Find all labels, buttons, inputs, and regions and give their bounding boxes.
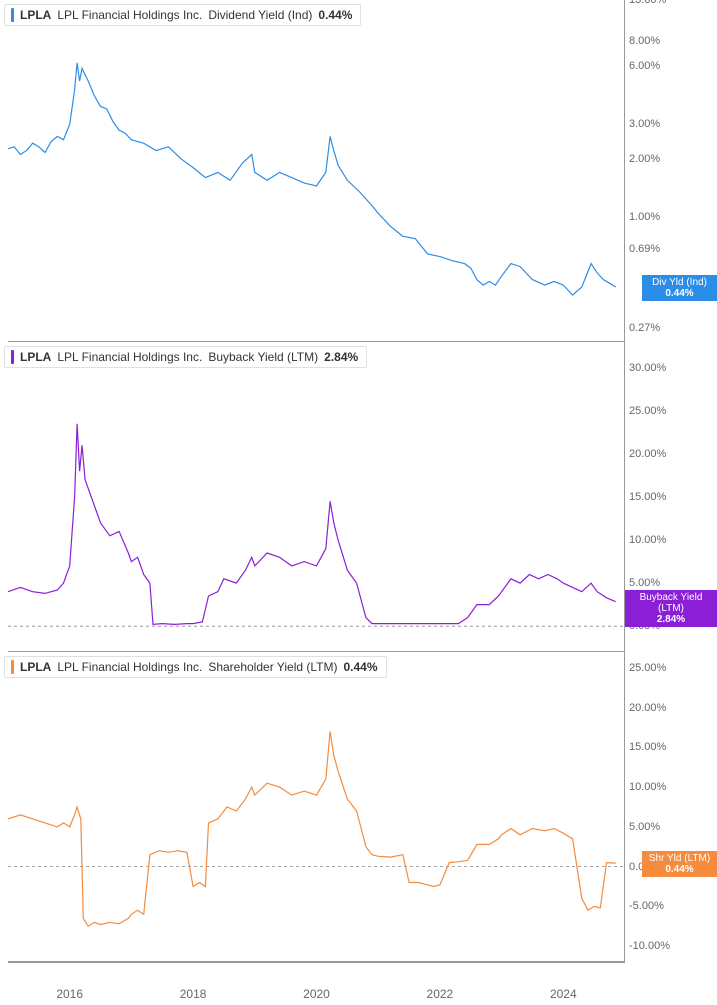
- x-axis: 2016 2018 2020 2022 2024: [0, 962, 717, 1005]
- value-tag-title: Buyback Yield (LTM): [629, 592, 713, 614]
- series-line-2: [8, 732, 616, 927]
- ytick-label: 2.00%: [629, 153, 660, 165]
- chart-plot-1[interactable]: [8, 342, 625, 652]
- ytick-label: 10.00%: [629, 781, 666, 793]
- ytick-label: -10.00%: [629, 940, 670, 952]
- header-value: 0.44%: [318, 8, 352, 22]
- ytick-label: 8.00%: [629, 35, 660, 47]
- xtick-label: 2020: [303, 987, 330, 1001]
- header-company: LPL Financial Holdings Inc.: [57, 660, 202, 674]
- ytick-label: 5.00%: [629, 821, 660, 833]
- header-ticker: LPLA: [20, 660, 51, 674]
- header-company: LPL Financial Holdings Inc.: [57, 350, 202, 364]
- series-color-swatch: [11, 8, 14, 22]
- value-tag-1: Buyback Yield (LTM)2.84%: [625, 590, 717, 627]
- ytick-label: 6.00%: [629, 60, 660, 72]
- xtick-label: 2018: [180, 987, 207, 1001]
- ytick-label: 25.00%: [629, 405, 666, 417]
- ytick-label: 10.00%: [629, 534, 666, 546]
- header-ticker: LPLA: [20, 350, 51, 364]
- chart-panel-1: 30.00%25.00%20.00%15.00%10.00%5.00%0.00%…: [0, 342, 717, 652]
- series-line-0: [8, 63, 616, 295]
- ytick-label: 15.00%: [629, 491, 666, 503]
- ytick-label: 20.00%: [629, 702, 666, 714]
- xtick-label: 2016: [56, 987, 83, 1001]
- header-value: 0.44%: [343, 660, 377, 674]
- chart-panel-2: 25.00%20.00%15.00%10.00%5.00%0.00%-5.00%…: [0, 652, 717, 962]
- ytick-label: -5.00%: [629, 900, 664, 912]
- chart-panel-0: 13.00% 8.00% 6.00% 3.00% 2.00% 1.00% 0.69% 0.27…: [0, 0, 717, 342]
- panel-header-1[interactable]: LPLA LPL Financial Holdings Inc. Buyback Y…: [4, 346, 367, 368]
- y-axis-1: 30.00%25.00%20.00%15.00%10.00%5.00%0.00%…: [625, 342, 717, 652]
- xtick-label: 2024: [550, 987, 577, 1001]
- panel-header-0[interactable]: LPLA LPL Financial Holdings Inc. Dividend …: [4, 4, 361, 26]
- ytick-label: 15.00%: [629, 741, 666, 753]
- value-tag-0: Div Yld (Ind)0.44%: [642, 275, 717, 301]
- value-tag-value: 0.44%: [646, 864, 713, 875]
- header-value: 2.84%: [324, 350, 358, 364]
- ytick-label: 20.00%: [629, 448, 666, 460]
- ytick-label: 3.00%: [629, 118, 660, 130]
- xtick-label: 2022: [427, 987, 454, 1001]
- ytick-label: 30.00%: [629, 362, 666, 374]
- header-metric: Dividend Yield (Ind): [208, 8, 312, 22]
- series-color-swatch: [11, 660, 14, 674]
- y-axis-0: 13.00% 8.00% 6.00% 3.00% 2.00% 1.00% 0.69% 0.27…: [625, 0, 717, 342]
- header-metric: Buyback Yield (LTM): [208, 350, 318, 364]
- value-tag-title: Div Yld (Ind): [646, 277, 713, 288]
- header-ticker: LPLA: [20, 8, 51, 22]
- value-tag-2: Shr Yld (LTM)0.44%: [642, 851, 717, 877]
- value-tag-title: Shr Yld (LTM): [646, 853, 713, 864]
- ytick-label: 1.00%: [629, 211, 660, 223]
- ytick-label: 0.27%: [629, 322, 660, 334]
- series-color-swatch: [11, 350, 14, 364]
- value-tag-value: 2.84%: [629, 614, 713, 625]
- ytick-label: 13.00%: [629, 0, 666, 6]
- value-tag-value: 0.44%: [646, 288, 713, 299]
- ytick-label: 5.00%: [629, 577, 660, 589]
- header-company: LPL Financial Holdings Inc.: [57, 8, 202, 22]
- ytick-label: 25.00%: [629, 662, 666, 674]
- chart-plot-2[interactable]: [8, 652, 625, 962]
- y-axis-2: 25.00%20.00%15.00%10.00%5.00%0.00%-5.00%…: [625, 652, 717, 962]
- chart-plot-0[interactable]: [8, 0, 625, 342]
- panel-header-2[interactable]: LPLA LPL Financial Holdings Inc. Sharehold…: [4, 656, 387, 678]
- ytick-label: 0.69%: [629, 243, 660, 255]
- header-metric: Shareholder Yield (LTM): [208, 660, 337, 674]
- series-line-1: [8, 424, 616, 625]
